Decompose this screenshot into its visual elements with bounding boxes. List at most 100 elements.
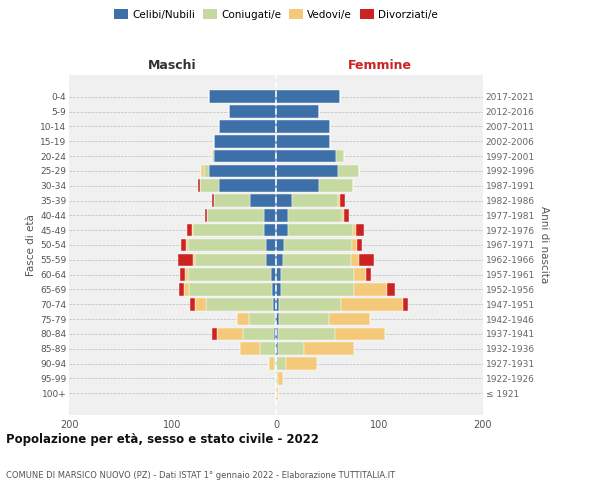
Bar — [319, 180, 353, 192]
Bar — [192, 224, 193, 236]
Bar — [274, 328, 276, 340]
Bar — [289, 224, 353, 236]
Bar — [275, 313, 276, 326]
Bar — [206, 209, 263, 222]
Bar — [276, 209, 289, 222]
Bar — [276, 387, 278, 400]
Bar — [186, 238, 188, 252]
Bar — [193, 224, 263, 236]
Bar — [336, 150, 344, 162]
Bar — [278, 372, 283, 384]
Bar — [335, 328, 385, 340]
Bar — [214, 194, 250, 207]
Bar — [276, 120, 330, 132]
Bar — [344, 209, 349, 222]
Bar — [276, 372, 278, 384]
Bar — [209, 164, 276, 177]
Bar — [350, 254, 359, 266]
Bar — [289, 209, 342, 222]
Bar — [276, 135, 330, 147]
Bar — [206, 298, 273, 310]
Bar — [276, 106, 319, 118]
Bar — [214, 150, 276, 162]
Bar — [340, 194, 346, 207]
Bar — [188, 268, 271, 281]
Bar — [356, 224, 364, 236]
Bar — [195, 254, 266, 266]
Bar — [274, 358, 276, 370]
Bar — [266, 238, 276, 252]
Bar — [190, 298, 195, 310]
Bar — [276, 268, 281, 281]
Bar — [200, 180, 219, 192]
Bar — [366, 268, 371, 281]
Bar — [243, 328, 274, 340]
Bar — [353, 224, 356, 236]
Bar — [263, 224, 276, 236]
Y-axis label: Fasce di età: Fasce di età — [26, 214, 36, 276]
Bar — [329, 313, 370, 326]
Bar — [276, 283, 281, 296]
Bar — [263, 209, 276, 222]
Bar — [278, 342, 304, 355]
Bar — [284, 238, 352, 252]
Bar — [338, 164, 359, 177]
Bar — [229, 106, 276, 118]
Bar — [304, 342, 353, 355]
Y-axis label: Anni di nascita: Anni di nascita — [539, 206, 549, 284]
Bar — [185, 268, 188, 281]
Bar — [278, 328, 335, 340]
Bar — [189, 283, 272, 296]
Bar — [341, 298, 403, 310]
Bar — [359, 254, 374, 266]
Bar — [212, 194, 214, 207]
Text: Femmine: Femmine — [347, 58, 412, 71]
Bar — [276, 342, 278, 355]
Bar — [266, 254, 276, 266]
Bar — [403, 298, 409, 310]
Bar — [181, 238, 186, 252]
Bar — [342, 209, 344, 222]
Bar — [199, 180, 200, 192]
Bar — [219, 120, 276, 132]
Bar — [187, 224, 192, 236]
Bar — [281, 268, 353, 281]
Bar — [273, 298, 276, 310]
Text: Maschi: Maschi — [148, 58, 197, 71]
Bar — [269, 358, 274, 370]
Bar — [219, 180, 276, 192]
Bar — [178, 254, 193, 266]
Bar — [193, 254, 195, 266]
Bar — [260, 342, 276, 355]
Bar — [205, 209, 206, 222]
Bar — [276, 164, 338, 177]
Bar — [276, 254, 283, 266]
Bar — [276, 194, 292, 207]
Text: Popolazione per età, sesso e stato civile - 2022: Popolazione per età, sesso e stato civil… — [6, 432, 319, 446]
Bar — [195, 298, 206, 310]
Bar — [188, 238, 266, 252]
Bar — [276, 150, 336, 162]
Bar — [276, 180, 319, 192]
Bar — [240, 342, 260, 355]
Bar — [271, 268, 276, 281]
Bar — [357, 238, 362, 252]
Bar — [276, 90, 340, 103]
Bar — [276, 358, 286, 370]
Bar — [279, 298, 341, 310]
Bar — [279, 313, 329, 326]
Bar — [250, 194, 276, 207]
Bar — [212, 328, 217, 340]
Bar — [209, 90, 276, 103]
Bar — [276, 328, 278, 340]
Bar — [353, 283, 387, 296]
Bar — [353, 268, 366, 281]
Bar — [281, 283, 353, 296]
Bar — [286, 358, 317, 370]
Bar — [214, 135, 276, 147]
Bar — [180, 268, 185, 281]
Bar — [276, 238, 284, 252]
Legend: Celibi/Nubili, Coniugati/e, Vedovi/e, Divorziati/e: Celibi/Nubili, Coniugati/e, Vedovi/e, Di… — [110, 5, 442, 24]
Bar — [283, 254, 350, 266]
Bar — [276, 313, 279, 326]
